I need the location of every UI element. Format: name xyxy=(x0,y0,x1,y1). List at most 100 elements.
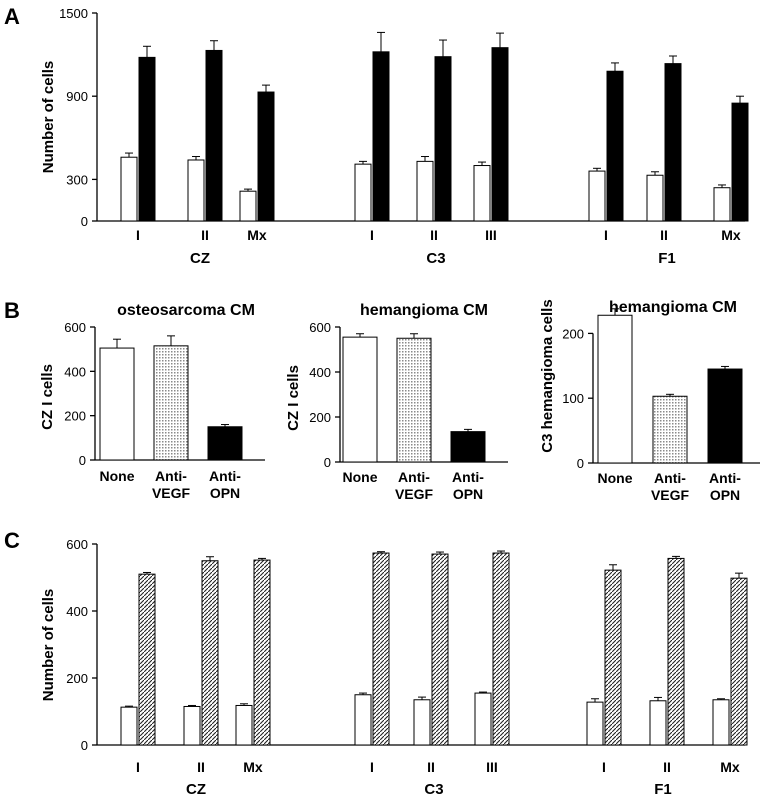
panelC-bar-hatched xyxy=(201,560,219,746)
panelB1-y-tick-label: 400 xyxy=(64,364,86,379)
panelA-category-label: Mx xyxy=(721,227,741,243)
panelA-category-label: III xyxy=(485,227,497,243)
panelC-bar-white xyxy=(712,699,730,746)
panelB2-y-tick-label: 400 xyxy=(309,365,331,380)
panelC-bar-hatched xyxy=(604,569,622,746)
panelC-category-label: I xyxy=(136,759,140,775)
panelB2-y-tick-label: 200 xyxy=(309,410,331,425)
panelB1-category-label: VEGF xyxy=(152,485,191,501)
panelB1-bar xyxy=(153,345,189,461)
panelA-category-label: II xyxy=(201,227,209,243)
panelA-bar-black xyxy=(138,56,156,222)
panelB3-category-label: None xyxy=(598,470,633,486)
panelB2-bar xyxy=(396,337,432,463)
panelA-y-tick-label: 300 xyxy=(66,172,88,187)
panelB3-y-tick-label: 200 xyxy=(562,326,584,341)
panelB2-category-label: OPN xyxy=(453,486,483,502)
panelB2-bar xyxy=(342,336,378,463)
panelC-bar-hatched xyxy=(138,573,156,746)
panelA-bar-black xyxy=(664,63,682,222)
panelA-bar-black xyxy=(257,91,275,222)
panelA-bar-white xyxy=(713,187,731,222)
panelB3-y-tick-label: 100 xyxy=(562,391,584,406)
panelB2-category-label: None xyxy=(343,469,378,485)
panel-b1-ylabel: CZ I cells xyxy=(39,364,56,430)
panelA-category-label: I xyxy=(370,227,374,243)
panelC-y-tick-label: 200 xyxy=(66,671,88,686)
panelA-y-tick-label: 900 xyxy=(66,89,88,104)
panelA-bar-black xyxy=(434,56,452,222)
panelA-bar-black xyxy=(205,49,223,222)
panelA-bar-black xyxy=(491,47,509,222)
panelB3-category-label: Anti- xyxy=(709,470,741,486)
panelC-bar-hatched xyxy=(730,577,748,746)
panel-b1-chart: osteosarcoma CM CZ I cells 0 200 400 600 Non… xyxy=(39,302,265,501)
panelC-category-label: Mx xyxy=(720,759,740,775)
panelB2-category-label: VEGF xyxy=(395,486,434,502)
panelA-category-label: I xyxy=(604,227,608,243)
panelB1-y-tick-label: 200 xyxy=(64,409,86,424)
panelC-bar-white xyxy=(183,705,201,746)
panelC-category-label: II xyxy=(427,759,435,775)
panelC-bar-white xyxy=(413,699,431,746)
panel-b2-ylabel: CZ I cells xyxy=(285,365,302,431)
panelA-bar-white xyxy=(646,174,664,222)
panel-c-ylabel: Number of cells xyxy=(40,589,57,702)
panelC-bar-hatched xyxy=(667,557,685,746)
panel-b3-title: hemangioma CM xyxy=(609,299,737,316)
panelC-group-label: C3 xyxy=(424,781,443,798)
panel-a-ylabel: Number of cells xyxy=(40,61,57,174)
panelA-bar-black xyxy=(372,51,390,222)
panelC-category-label: II xyxy=(197,759,205,775)
panelB1-category-label: Anti- xyxy=(155,468,187,484)
panelB1-category-label: Anti- xyxy=(209,468,241,484)
panelC-bar-white xyxy=(586,701,604,746)
panelA-bar-black xyxy=(731,102,749,222)
panelC-category-label: I xyxy=(370,759,374,775)
panelC-category-label: Mx xyxy=(243,759,263,775)
panelC-bar-white xyxy=(235,704,253,746)
panelB2-category-label: Anti- xyxy=(398,469,430,485)
panelA-category-label: II xyxy=(660,227,668,243)
panel-letter-a: A xyxy=(4,4,20,29)
panelB3-category-label: Anti- xyxy=(654,470,686,486)
panelA-group-label: F1 xyxy=(658,250,676,267)
panelC-bar-white xyxy=(120,706,138,746)
panelA-bar-white xyxy=(354,163,372,222)
panel-b1-title: osteosarcoma CM xyxy=(117,302,255,319)
panelA-bar-white xyxy=(239,190,257,222)
panelC-bar-white xyxy=(649,700,667,746)
panelA-bar-white xyxy=(416,160,434,222)
panelA-y-tick-label: 0 xyxy=(81,214,88,229)
panelC-group-label: F1 xyxy=(654,781,672,798)
panelC-category-label: II xyxy=(663,759,671,775)
panelA-category-label: I xyxy=(136,227,140,243)
panelC-group-label: CZ xyxy=(186,781,206,798)
panelA-category-label: II xyxy=(430,227,438,243)
panelC-category-label: III xyxy=(486,759,498,775)
panelB3-category-label: OPN xyxy=(710,487,740,503)
panelC-bar-hatched xyxy=(253,559,271,746)
panelA-bar-white xyxy=(187,159,205,222)
panel-letter-b: B xyxy=(4,298,20,323)
panelA-y-tick-label: 1500 xyxy=(59,6,88,21)
panelB1-bar xyxy=(207,426,243,461)
panelB3-bar xyxy=(652,395,688,464)
panelB1-category-label: OPN xyxy=(210,485,240,501)
panelC-y-tick-label: 0 xyxy=(81,738,88,753)
panelB1-y-tick-label: 600 xyxy=(64,320,86,335)
panelC-bar-hatched xyxy=(372,552,390,746)
panelB3-bar xyxy=(707,368,743,464)
panelB2-y-tick-label: 0 xyxy=(324,455,331,470)
panelC-category-label: I xyxy=(602,759,606,775)
panelB2-bar xyxy=(450,431,486,463)
panelB2-category-label: Anti- xyxy=(452,469,484,485)
panelA-bar-white xyxy=(588,170,606,222)
panelB3-y-tick-label: 0 xyxy=(577,456,584,471)
panelA-group-label: C3 xyxy=(426,250,445,267)
